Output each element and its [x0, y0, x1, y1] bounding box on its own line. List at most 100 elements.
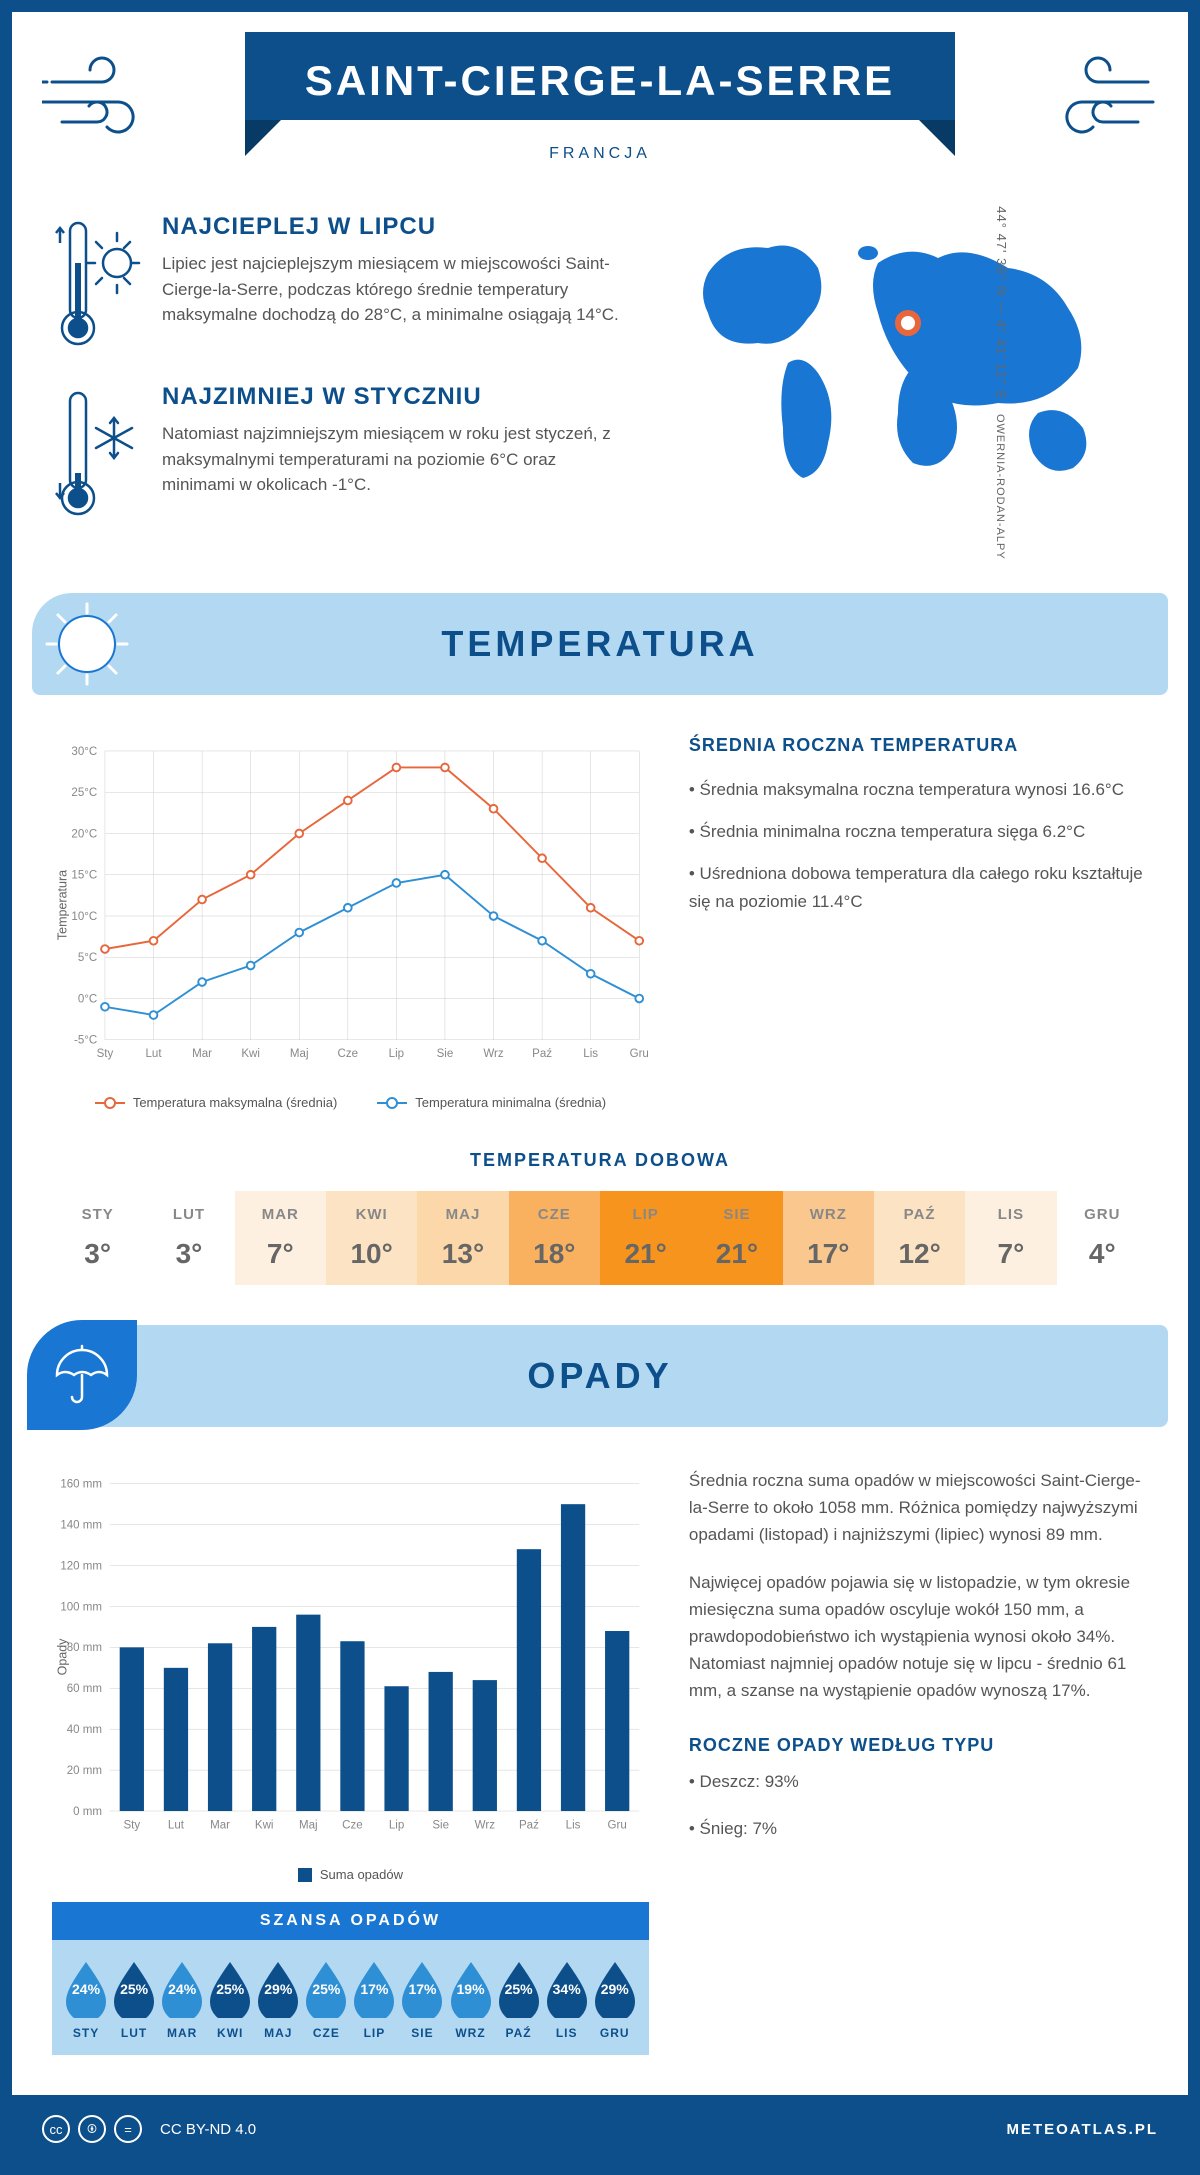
precipitation-content: 0 mm20 mm40 mm60 mm80 mm100 mm120 mm140 … [12, 1427, 1188, 2095]
legend-precip: Suma opadów [298, 1867, 403, 1882]
precip-type-title: ROCZNE OPADY WEDŁUG TYPU [689, 1735, 1148, 1756]
precipitation-section-header: OPADY [32, 1325, 1168, 1427]
svg-text:Mar: Mar [210, 1819, 230, 1831]
coordinates: 44° 47' 39'' N — 4° 41' 11'' E OWERNIA-R… [994, 206, 1009, 559]
svg-text:Cze: Cze [342, 1819, 363, 1831]
svg-text:Lip: Lip [389, 1048, 404, 1060]
svg-text:20°C: 20°C [71, 828, 97, 840]
chance-drop: 25%CZE [302, 1960, 350, 2040]
temp-info-item: • Średnia minimalna roczna temperatura s… [689, 818, 1148, 845]
thermometer-hot-icon [52, 213, 142, 353]
intro-section: NAJCIEPLEJ W LIPCU Lipiec jest najcieple… [12, 193, 1188, 593]
hottest-text: NAJCIEPLEJ W LIPCU Lipiec jest najcieple… [162, 213, 628, 353]
temp-value: 17° [783, 1238, 874, 1270]
svg-text:Kwi: Kwi [241, 1048, 260, 1060]
temperature-content: -5°C0°C5°C10°C15°C20°C25°C30°CStyLutMarK… [12, 695, 1188, 1150]
chance-drop: 25%LUT [110, 1960, 158, 2040]
svg-text:10°C: 10°C [71, 911, 97, 923]
month-label: KWI [326, 1206, 417, 1223]
wind-icon [42, 52, 172, 142]
svg-text:140 mm: 140 mm [60, 1519, 102, 1531]
temp-info-item: • Uśredniona dobowa temperatura dla całe… [689, 860, 1148, 914]
hottest-title: NAJCIEPLEJ W LIPCU [162, 213, 628, 241]
title-banner: SAINT-CIERGE-LA-SERRE [245, 32, 955, 120]
temp-value: 12° [874, 1238, 965, 1270]
svg-text:5°C: 5°C [78, 952, 97, 964]
svg-text:Sie: Sie [437, 1048, 454, 1060]
legend-min: Temperatura minimalna (średnia) [377, 1095, 606, 1110]
chance-drop: 19%WRZ [447, 1960, 495, 2040]
svg-text:40 mm: 40 mm [67, 1724, 102, 1736]
svg-text:Lut: Lut [168, 1819, 185, 1831]
coldest-desc: Natomiast najzimniejszym miesiącem w rok… [162, 421, 628, 498]
daily-temp-cell: WRZ 17° [783, 1191, 874, 1285]
chance-drop: 34%LIS [543, 1960, 591, 2040]
header: SAINT-CIERGE-LA-SERRE FRANCJA [12, 12, 1188, 193]
chance-drop: 25%KWI [206, 1960, 254, 2040]
chance-drop: 24%STY [62, 1960, 110, 2040]
daily-temp-cell: SIE 21° [691, 1191, 782, 1285]
daily-temp-cell: CZE 18° [509, 1191, 600, 1285]
temperature-chart: -5°C0°C5°C10°C15°C20°C25°C30°CStyLutMarK… [52, 735, 649, 1110]
coldest-block: NAJZIMNIEJ W STYCZNIU Natomiast najzimni… [52, 383, 628, 523]
svg-text:Sty: Sty [123, 1819, 140, 1831]
svg-text:Mar: Mar [192, 1048, 212, 1060]
svg-text:160 mm: 160 mm [60, 1479, 102, 1491]
thermometer-cold-icon [52, 383, 142, 523]
svg-text:Opady: Opady [55, 1638, 69, 1676]
chance-drop: 17%LIP [350, 1960, 398, 2040]
daily-temp-cell: MAJ13° [417, 1191, 508, 1285]
temp-value: 4° [1057, 1238, 1148, 1270]
svg-text:Lis: Lis [583, 1048, 598, 1060]
daily-temp-cell: PAŹ12° [874, 1191, 965, 1285]
cc-icon: cc [42, 2115, 70, 2143]
temp-value: 21° [600, 1238, 691, 1270]
month-label: STY [52, 1206, 143, 1223]
month-label: WRZ [783, 1206, 874, 1223]
svg-text:100 mm: 100 mm [60, 1601, 102, 1613]
month-label: LUT [143, 1206, 234, 1223]
month-label: SIE [691, 1206, 782, 1223]
temperature-info: ŚREDNIA ROCZNA TEMPERATURA • Średnia mak… [689, 735, 1148, 1110]
daily-temp-cell: GRU4° [1057, 1191, 1148, 1285]
daily-temp-title: TEMPERATURA DOBOWA [52, 1150, 1148, 1171]
temp-value: 7° [965, 1238, 1056, 1270]
svg-text:80 mm: 80 mm [67, 1642, 102, 1654]
daily-temp-cell: MAR7° [235, 1191, 326, 1285]
chance-drop: 25%PAŹ [495, 1960, 543, 2040]
temp-value: 18° [509, 1238, 600, 1270]
footer: cc 🅯 = CC BY-ND 4.0 METEOATLAS.PL [12, 2095, 1188, 2163]
license-text: CC BY-ND 4.0 [160, 2121, 256, 2138]
sun-icon [42, 599, 132, 689]
svg-text:20 mm: 20 mm [67, 1765, 102, 1777]
temperature-header-label: TEMPERATURA [441, 623, 758, 664]
svg-text:Temperatura: Temperatura [55, 870, 69, 940]
svg-text:60 mm: 60 mm [67, 1683, 102, 1695]
svg-text:Sie: Sie [432, 1819, 449, 1831]
hottest-block: NAJCIEPLEJ W LIPCU Lipiec jest najcieple… [52, 213, 628, 353]
temp-value: 21° [691, 1238, 782, 1270]
precipitation-legend: Suma opadów [52, 1867, 649, 1882]
svg-text:Lip: Lip [389, 1819, 404, 1831]
legend-max: Temperatura maksymalna (średnia) [95, 1095, 337, 1110]
license: cc 🅯 = CC BY-ND 4.0 [42, 2115, 256, 2143]
daily-temp-cell: KWI10° [326, 1191, 417, 1285]
svg-text:-5°C: -5°C [74, 1035, 97, 1047]
umbrella-icon [27, 1320, 137, 1430]
month-label: LIP [600, 1206, 691, 1223]
precipitation-info: Średnia roczna suma opadów w miejscowośc… [689, 1467, 1148, 2055]
daily-temp-cell: STY3° [52, 1191, 143, 1285]
svg-text:30°C: 30°C [71, 746, 97, 758]
by-icon: 🅯 [78, 2115, 106, 2143]
world-map-icon [668, 213, 1148, 493]
precip-para2: Najwięcej opadów pojawia się w listopadz… [689, 1569, 1148, 1705]
temperature-section-header: TEMPERATURA [32, 593, 1168, 695]
svg-text:Wrz: Wrz [483, 1048, 504, 1060]
nd-icon: = [114, 2115, 142, 2143]
wind-icon [1028, 52, 1158, 142]
month-label: CZE [509, 1206, 600, 1223]
precipitation-header-label: OPADY [527, 1355, 672, 1396]
temp-value: 3° [143, 1238, 234, 1270]
svg-text:Maj: Maj [299, 1819, 318, 1831]
temp-info-item: • Średnia maksymalna roczna temperatura … [689, 776, 1148, 803]
